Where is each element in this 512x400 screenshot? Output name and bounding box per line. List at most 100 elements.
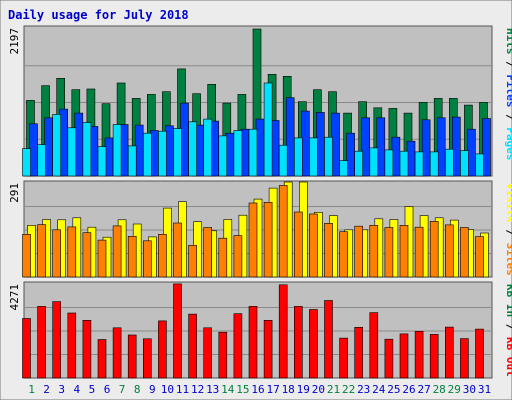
bar-kb-out: [278, 284, 288, 379]
bar-files: [285, 97, 295, 177]
x-tick-label: 3: [58, 383, 65, 396]
x-tick-label: 22: [342, 383, 355, 396]
bar-sites: [369, 225, 379, 278]
bar-pages: [263, 82, 273, 177]
bar-sites: [37, 224, 46, 278]
legend-entry: Files: [504, 74, 512, 107]
bar-kb-out: [460, 338, 469, 379]
y-max-label: 291: [8, 183, 21, 203]
bar-kb-out: [354, 326, 364, 379]
panel-requests: 2197 Hits / Files / Pages: [8, 25, 512, 177]
y-max-label: 4271: [8, 284, 21, 311]
x-tick-label: 12: [191, 383, 204, 396]
bar-sites: [203, 227, 212, 278]
bar-kb-out: [203, 327, 212, 379]
legend-separator: /: [504, 55, 512, 75]
bar-pages: [399, 150, 409, 177]
bar-kb-out: [188, 313, 197, 379]
bar-sites: [158, 234, 167, 278]
bar-kb-out: [173, 283, 182, 379]
bar-kb-out: [82, 319, 92, 379]
bar-sites: [22, 234, 31, 278]
bar-sites: [309, 213, 318, 278]
x-tick-label: 15: [236, 383, 249, 396]
bar-kb-out: [158, 320, 167, 379]
bar-sites: [429, 221, 439, 278]
legend-entry: Hits: [504, 28, 512, 55]
x-axis-labels: 1 2 3 4 5 6 7 8 9 10 11 12 13 14 15 16 17 18 19 20 21 22 23 24 2…: [28, 383, 491, 396]
bar-pages: [52, 114, 62, 177]
bar-pages: [354, 150, 364, 177]
bar-sites: [67, 226, 77, 278]
bar-pages: [37, 144, 46, 177]
x-tick-label: 20: [312, 383, 325, 396]
bar-sites: [97, 239, 107, 278]
x-tick-label: 29: [448, 383, 461, 396]
panel-kbytes: 4271 KB In / KB Out: [8, 281, 512, 379]
bar-pages: [158, 130, 167, 177]
bar-kb-out: [475, 328, 484, 379]
bar-kb-out: [218, 331, 228, 379]
bar-sites: [444, 224, 454, 278]
bar-pages: [324, 136, 333, 177]
bar-sites: [127, 236, 137, 278]
bar-kb-out: [52, 301, 62, 379]
bar-sites: [188, 245, 197, 278]
bar-sites: [233, 235, 243, 278]
bar-pages: [429, 151, 439, 177]
legend-entry: KB In: [504, 284, 512, 317]
x-tick-label: 26: [402, 383, 415, 396]
bar-pages: [22, 148, 31, 177]
x-tick-label: 30: [463, 383, 476, 396]
bar-sites: [354, 225, 364, 278]
bar-kb-out: [309, 309, 318, 379]
x-tick-label: 17: [266, 383, 279, 396]
legend: KB In / KB Out: [504, 284, 512, 377]
bar-kb-out: [143, 338, 152, 379]
bar-sites: [460, 227, 469, 278]
bar-sites: [339, 231, 348, 278]
bar-files: [436, 117, 446, 177]
bar-kb-out: [67, 312, 77, 379]
bar-kb-out: [112, 327, 122, 379]
legend-separator: /: [504, 317, 512, 337]
x-tick-label: 4: [73, 383, 80, 396]
bar-files: [421, 119, 431, 177]
x-tick-label: 24: [372, 383, 386, 396]
bar-sites: [399, 225, 409, 278]
bar-pages: [143, 132, 152, 177]
bar-sites: [143, 240, 152, 278]
bar-sites: [278, 185, 288, 278]
x-tick-label: 19: [297, 383, 310, 396]
bar-pages: [278, 144, 288, 177]
bar-pages: [67, 127, 77, 177]
bar-pages: [444, 148, 454, 177]
bar-pages: [414, 151, 424, 177]
bar-sites: [384, 227, 394, 278]
bar-pages: [82, 122, 92, 177]
bar-sites: [82, 232, 92, 278]
bar-files: [451, 116, 461, 177]
bar-pages: [203, 118, 212, 177]
x-tick-label: 21: [327, 383, 340, 396]
chart-panels: 2197 Hits / Files / Pages 291 Visits / Site…: [8, 25, 512, 379]
bar-sites: [475, 236, 484, 278]
x-tick-label: 8: [134, 383, 141, 396]
bar-pages: [339, 160, 348, 177]
bar-kb-out: [399, 333, 409, 379]
bar-sites: [112, 225, 122, 278]
x-tick-label: 1: [28, 383, 35, 396]
x-tick-label: 27: [417, 383, 430, 396]
bar-sites: [173, 222, 182, 278]
legend: Visits / Sites: [504, 183, 512, 276]
x-tick-label: 2: [43, 383, 50, 396]
bar-kb-out: [263, 319, 273, 379]
panel-visitors: 291 Visits / Sites: [8, 180, 512, 278]
bar-sites: [324, 223, 333, 278]
x-tick-label: 31: [478, 383, 491, 396]
bar-kb-out: [444, 326, 454, 379]
bar-kb-out: [127, 334, 137, 379]
bar-files: [361, 117, 371, 177]
x-tick-label: 5: [89, 383, 96, 396]
